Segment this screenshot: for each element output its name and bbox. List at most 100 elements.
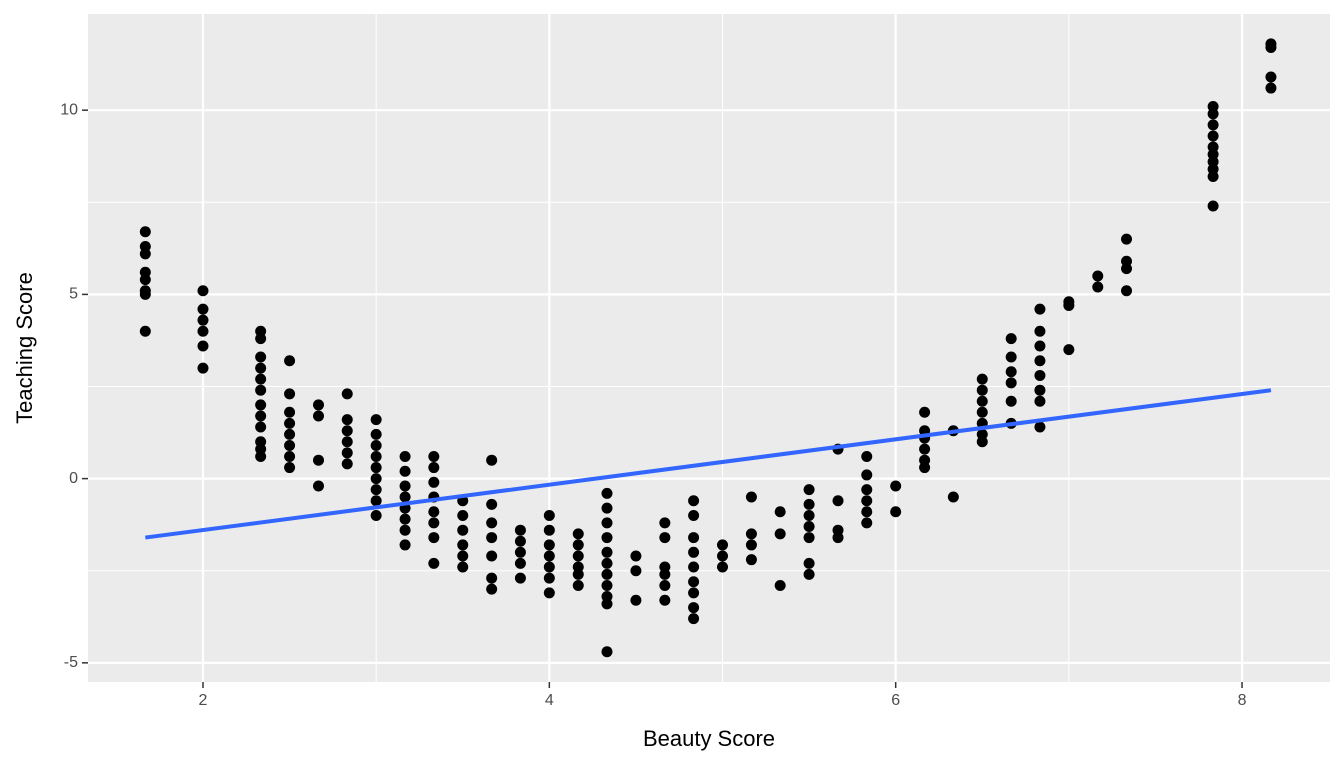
point: [370, 473, 382, 485]
point: [197, 303, 209, 315]
point: [255, 373, 267, 385]
point: [139, 274, 151, 286]
point: [1092, 270, 1104, 282]
point: [139, 248, 151, 260]
point: [601, 517, 613, 529]
point: [486, 550, 498, 562]
point: [543, 572, 555, 584]
point: [803, 498, 815, 510]
point: [543, 539, 555, 551]
point: [1121, 263, 1133, 275]
point: [1034, 421, 1046, 433]
x-tick-label: 6: [891, 692, 900, 709]
point: [341, 436, 353, 448]
point: [399, 491, 411, 503]
point: [543, 550, 555, 562]
point: [861, 495, 873, 507]
point: [919, 443, 931, 455]
point: [659, 532, 671, 544]
point: [976, 436, 988, 448]
point: [370, 509, 382, 521]
point: [370, 439, 382, 451]
point: [1063, 344, 1075, 356]
point: [197, 362, 209, 374]
point: [890, 506, 902, 518]
point: [861, 484, 873, 496]
point: [1092, 281, 1104, 293]
point: [514, 557, 526, 569]
point: [861, 469, 873, 481]
point: [255, 333, 267, 345]
point: [255, 362, 267, 374]
point: [255, 399, 267, 411]
point: [139, 288, 151, 300]
point: [399, 480, 411, 492]
point: [659, 568, 671, 580]
point: [803, 568, 815, 580]
point: [457, 539, 469, 551]
point: [1034, 384, 1046, 396]
point: [601, 532, 613, 544]
point: [1034, 303, 1046, 315]
point: [341, 425, 353, 437]
point: [255, 351, 267, 363]
point: [601, 598, 613, 610]
point: [717, 539, 729, 551]
point: [1265, 71, 1277, 83]
point: [139, 226, 151, 238]
point: [803, 557, 815, 569]
point: [514, 546, 526, 558]
point: [1034, 369, 1046, 381]
point: [428, 476, 440, 488]
point: [486, 517, 498, 529]
point: [457, 561, 469, 573]
point: [688, 613, 700, 625]
point: [255, 421, 267, 433]
point: [399, 539, 411, 551]
point: [572, 528, 584, 540]
point: [832, 495, 844, 507]
point: [630, 594, 642, 606]
point: [572, 539, 584, 551]
point: [428, 506, 440, 518]
point: [745, 491, 757, 503]
point: [1005, 395, 1017, 407]
point: [976, 384, 988, 396]
point: [774, 506, 786, 518]
point: [688, 509, 700, 521]
point: [428, 532, 440, 544]
point: [543, 509, 555, 521]
point: [659, 594, 671, 606]
point: [284, 451, 296, 463]
point: [572, 579, 584, 591]
point: [803, 521, 815, 533]
point: [255, 384, 267, 396]
point: [197, 325, 209, 337]
point: [370, 462, 382, 474]
point: [428, 557, 440, 569]
point: [1005, 333, 1017, 345]
point: [1207, 130, 1219, 142]
point: [1063, 299, 1075, 311]
point: [284, 428, 296, 440]
point: [341, 458, 353, 470]
trend-line: [145, 388, 1272, 540]
y-tick-label: 5: [69, 286, 78, 303]
point: [514, 535, 526, 547]
point: [341, 447, 353, 459]
point: [428, 517, 440, 529]
point: [1005, 377, 1017, 389]
point: [284, 406, 296, 418]
x-tick-label: 2: [199, 692, 208, 709]
point: [197, 285, 209, 297]
point: [601, 546, 613, 558]
point: [832, 532, 844, 544]
point: [572, 550, 584, 562]
x-axis-title: Beauty Score: [643, 726, 775, 751]
point: [717, 550, 729, 562]
point: [312, 399, 324, 411]
point: [688, 587, 700, 599]
point: [1034, 325, 1046, 337]
point: [774, 528, 786, 540]
